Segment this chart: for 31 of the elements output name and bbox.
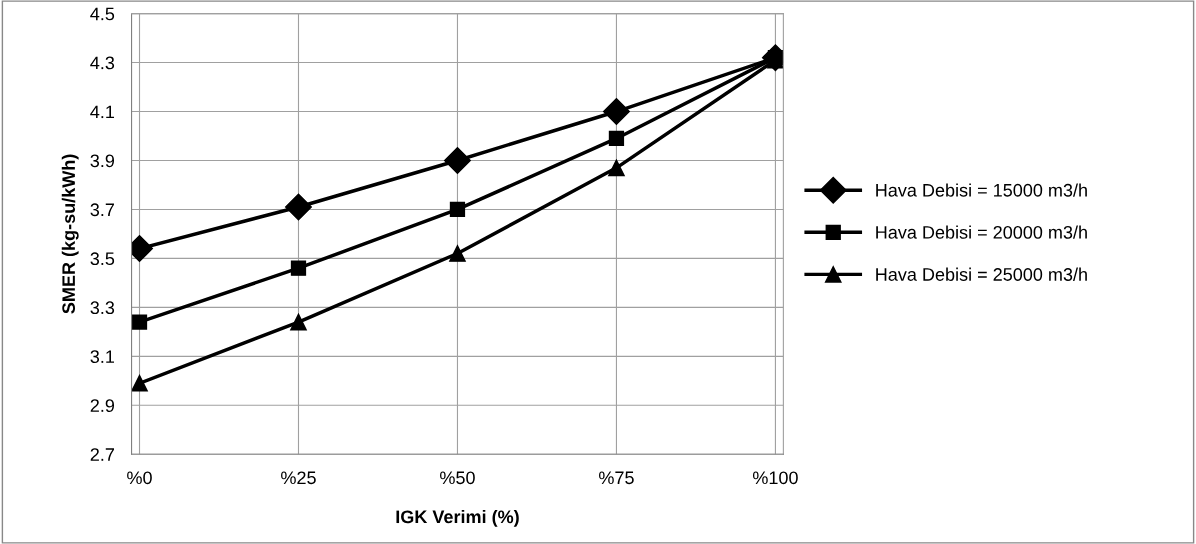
legend-label: Hava Debisi = 20000 m3/h [876, 225, 1087, 239]
point [444, 147, 471, 174]
point [285, 193, 312, 221]
point [290, 260, 307, 276]
y-tick-label: 3.9 [90, 154, 115, 168]
y-axis-title: SMER (kg-su/kWh) [61, 154, 79, 314]
y-tick-label: 3.5 [90, 252, 115, 266]
x-axis-title: IGK Verimi (%) [396, 509, 519, 527]
y-tick-label: 3.1 [90, 350, 115, 364]
point [608, 159, 625, 177]
y-tick-label: 3.7 [90, 203, 114, 217]
y-tick-label: 2.9 [90, 399, 115, 412]
point [290, 313, 307, 331]
x-tick-label: %50 [440, 471, 475, 485]
y-tick-label: 4.3 [90, 56, 115, 70]
y-tick-label: 4.1 [90, 105, 115, 119]
point [449, 245, 466, 262]
legend-label: Hava Debisi = 15000 m3/h [876, 183, 1087, 197]
point [608, 130, 625, 147]
point [602, 98, 630, 125]
x-tick-label: %100 [752, 471, 798, 485]
x-tick-label: %25 [281, 471, 316, 485]
point [131, 374, 148, 392]
point [131, 314, 148, 330]
legend-label: Hava Debisi = 25000 m3/h [876, 267, 1087, 281]
x-tick-label: %75 [599, 471, 634, 485]
point [449, 201, 466, 218]
y-tick-label: 3.3 [90, 301, 115, 315]
y-tick-label: 4.5 [90, 7, 115, 21]
y-tick-label: 2.7 [90, 448, 114, 461]
x-tick-label: %0 [127, 471, 152, 485]
